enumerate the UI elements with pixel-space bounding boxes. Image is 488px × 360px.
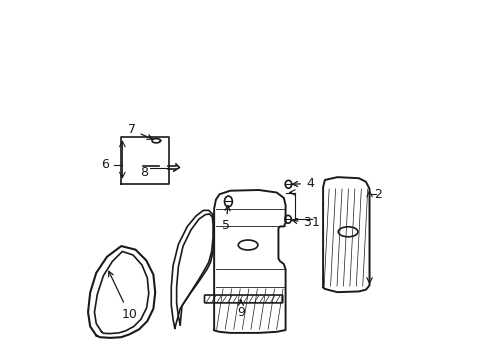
Text: 3: 3 (292, 216, 311, 229)
Text: 4: 4 (292, 177, 313, 190)
Text: 10: 10 (108, 271, 137, 320)
Text: 6: 6 (101, 158, 109, 171)
Text: 1: 1 (311, 216, 319, 229)
Text: 5: 5 (222, 206, 229, 232)
Text: 9: 9 (237, 300, 244, 319)
Text: 2: 2 (374, 188, 382, 201)
Text: 8: 8 (140, 166, 147, 179)
Text: 7: 7 (127, 123, 152, 139)
